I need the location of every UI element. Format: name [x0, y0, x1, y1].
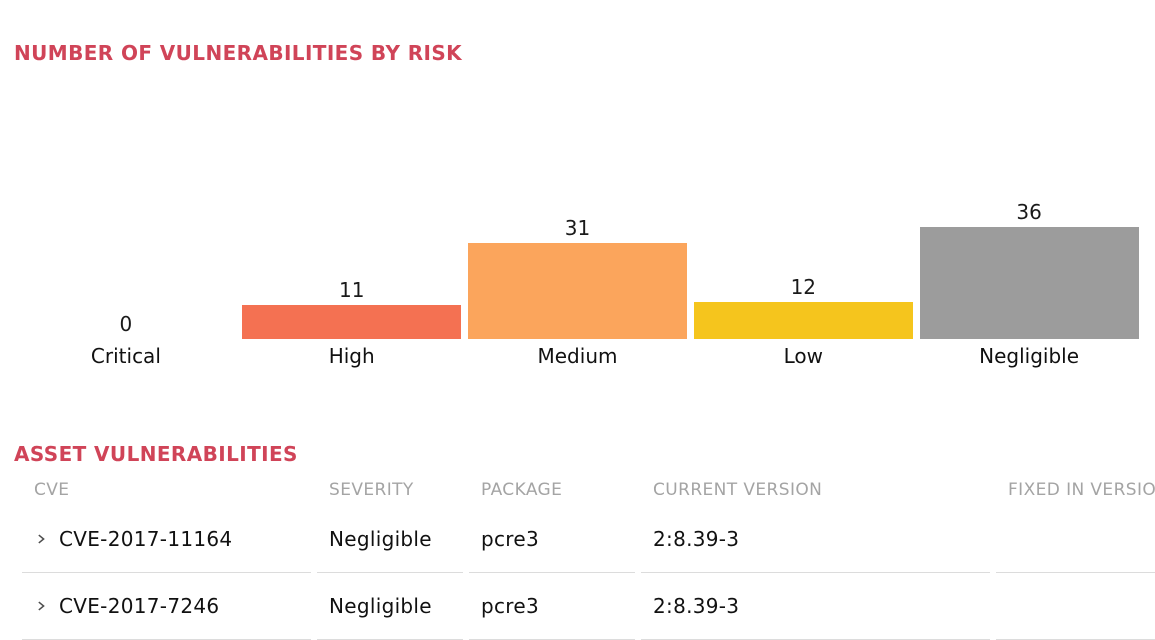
- table-row[interactable]: CVE-2017-7246 Negligible pcre3 2:8.39-3: [22, 573, 1155, 640]
- cell-fixed-in-version: [996, 573, 1155, 640]
- bar-value-label-high: 11: [338, 278, 365, 302]
- cve-expand-control[interactable]: CVE-2017-7246: [34, 594, 311, 618]
- bar-value-label-low: 12: [790, 275, 817, 299]
- column-header-package: PACKAGE: [481, 480, 563, 500]
- bar-value-label-critical: 0: [119, 312, 133, 336]
- bar-category-label-low: Low: [783, 344, 823, 368]
- cell-severity: Negligible: [317, 506, 463, 573]
- asset-vulnerabilities-title: ASSET VULNERABILITIES: [14, 441, 298, 466]
- chart-column-negligible: 36 Negligible: [916, 168, 1142, 368]
- risk-chart-title: NUMBER OF VULNERABILITIES BY RISK: [14, 40, 463, 65]
- bar-category-label-high: High: [328, 344, 375, 368]
- chevron-right-icon[interactable]: [34, 531, 48, 547]
- table-header-row: CVE SEVERITY PACKAGE CURRENT VERSION FIX…: [22, 474, 1155, 506]
- cell-severity: Negligible: [317, 573, 463, 640]
- cell-current-version: 2:8.39-3: [641, 573, 990, 640]
- chevron-right-icon[interactable]: [34, 598, 48, 614]
- chart-column-low: 12 Low: [690, 168, 916, 368]
- chart-column-high: 11 High: [239, 168, 465, 368]
- column-header-current-version: CURRENT VERSION: [653, 480, 823, 500]
- bar-value-label-medium: 31: [564, 216, 591, 240]
- bar-value-label-negligible: 36: [1016, 200, 1042, 224]
- cell-fixed-in-version: [996, 506, 1155, 573]
- asset-vulnerabilities-table: CVE SEVERITY PACKAGE CURRENT VERSION FIX…: [16, 474, 1155, 640]
- cve-id: CVE-2017-7246: [59, 594, 220, 618]
- table-body: CVE-2017-11164 Negligible pcre3 2:8.39-3 CVE…: [22, 506, 1155, 640]
- asset-vulnerabilities-table-wrap: CVE SEVERITY PACKAGE CURRENT VERSION FIX…: [16, 474, 1155, 640]
- bar-negligible[interactable]: [919, 227, 1139, 339]
- bar-category-label-medium: Medium: [537, 344, 618, 368]
- cell-cve[interactable]: CVE-2017-7246: [22, 573, 311, 640]
- risk-bar-chart: 0 Critical 11 High 31 Medium 12 Low 36 Negligible: [13, 168, 1142, 368]
- bar-high[interactable]: [242, 305, 462, 339]
- bar-category-label-critical: Critical: [90, 344, 161, 368]
- cell-package: pcre3: [469, 573, 635, 640]
- table-row[interactable]: CVE-2017-11164 Negligible pcre3 2:8.39-3: [22, 506, 1155, 573]
- column-header-severity: SEVERITY: [329, 480, 414, 500]
- bar-category-label-negligible: Negligible: [979, 344, 1080, 368]
- cve-id: CVE-2017-11164: [59, 527, 233, 551]
- cell-current-version: 2:8.39-3: [641, 506, 990, 573]
- chart-column-medium: 31 Medium: [465, 168, 691, 368]
- cve-expand-control[interactable]: CVE-2017-11164: [34, 527, 311, 551]
- cell-package: pcre3: [469, 506, 635, 573]
- cell-cve[interactable]: CVE-2017-11164: [22, 506, 311, 573]
- column-header-cve: CVE: [34, 480, 70, 500]
- bar-medium[interactable]: [467, 243, 687, 339]
- column-header-fixed-in-version: FIXED IN VERSION: [1008, 480, 1155, 500]
- chart-column-critical: 0 Critical: [13, 168, 239, 368]
- bar-low[interactable]: [693, 302, 913, 339]
